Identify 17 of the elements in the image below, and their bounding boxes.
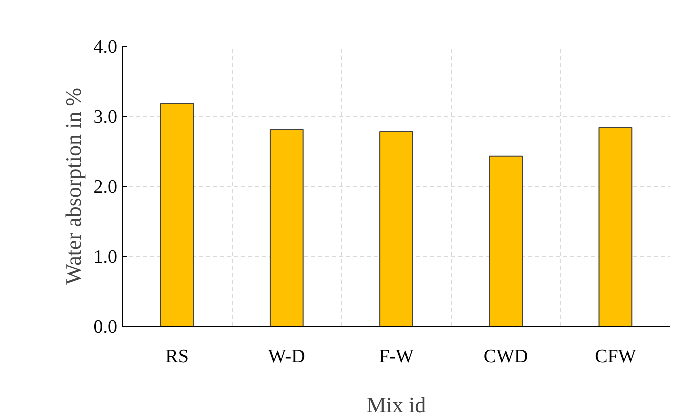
bar xyxy=(598,127,633,326)
x-axis-title: Mix id xyxy=(366,392,426,418)
x-tick-label: CWD xyxy=(484,346,528,368)
y-tick-label: 2.0 xyxy=(94,177,118,198)
x-tick-label: F-W xyxy=(379,346,414,368)
x-tick-label: CFW xyxy=(595,346,636,368)
y-tick-label: 1.0 xyxy=(94,247,118,268)
x-tick-label: W-D xyxy=(268,346,306,368)
x-tick-label: RS xyxy=(166,346,189,368)
bar xyxy=(160,103,194,326)
bar xyxy=(380,131,414,326)
bar xyxy=(270,129,304,326)
y-axis-title: Water absorption in % xyxy=(60,88,86,285)
y-tick-label: 0.0 xyxy=(94,317,118,338)
y-tick-label: 4.0 xyxy=(94,37,118,58)
bar xyxy=(489,156,524,326)
y-tick-label: 3.0 xyxy=(94,107,118,128)
